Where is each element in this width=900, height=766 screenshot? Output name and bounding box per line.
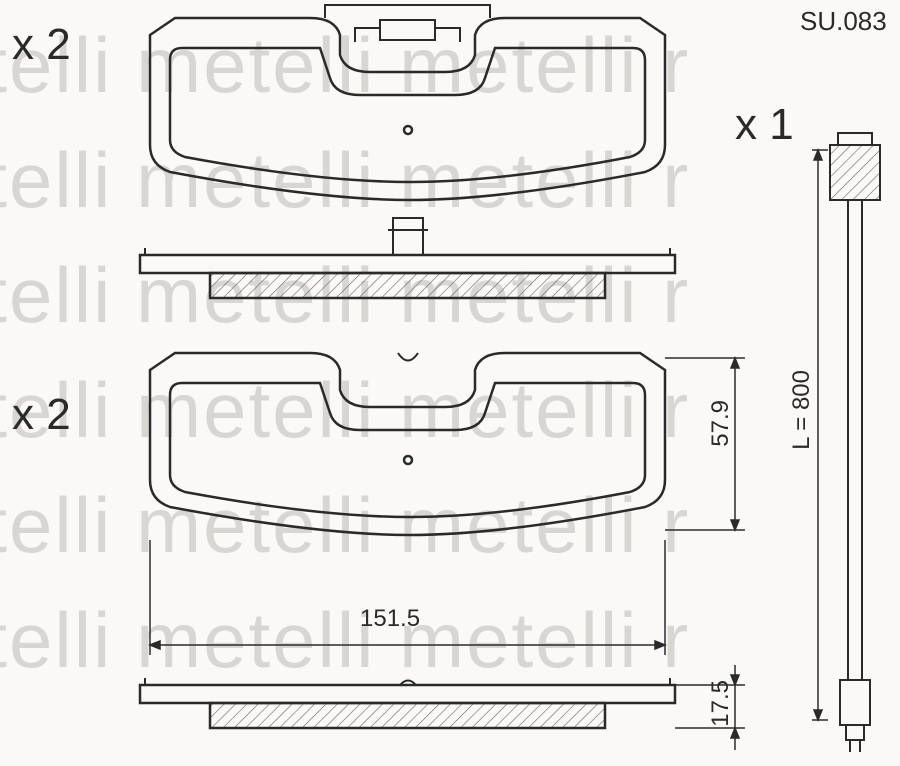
dim-thickness-lines xyxy=(675,665,745,750)
top-pad-side xyxy=(140,218,675,298)
dim-sensor-lines xyxy=(812,150,828,720)
bottom-pad-front xyxy=(150,353,665,535)
technical-drawing xyxy=(0,0,900,766)
wear-sensor xyxy=(830,133,880,752)
top-pad-front xyxy=(150,5,665,200)
dim-width-lines xyxy=(150,540,665,655)
bottom-pad-side xyxy=(140,678,675,728)
dim-height-lines xyxy=(665,358,745,530)
